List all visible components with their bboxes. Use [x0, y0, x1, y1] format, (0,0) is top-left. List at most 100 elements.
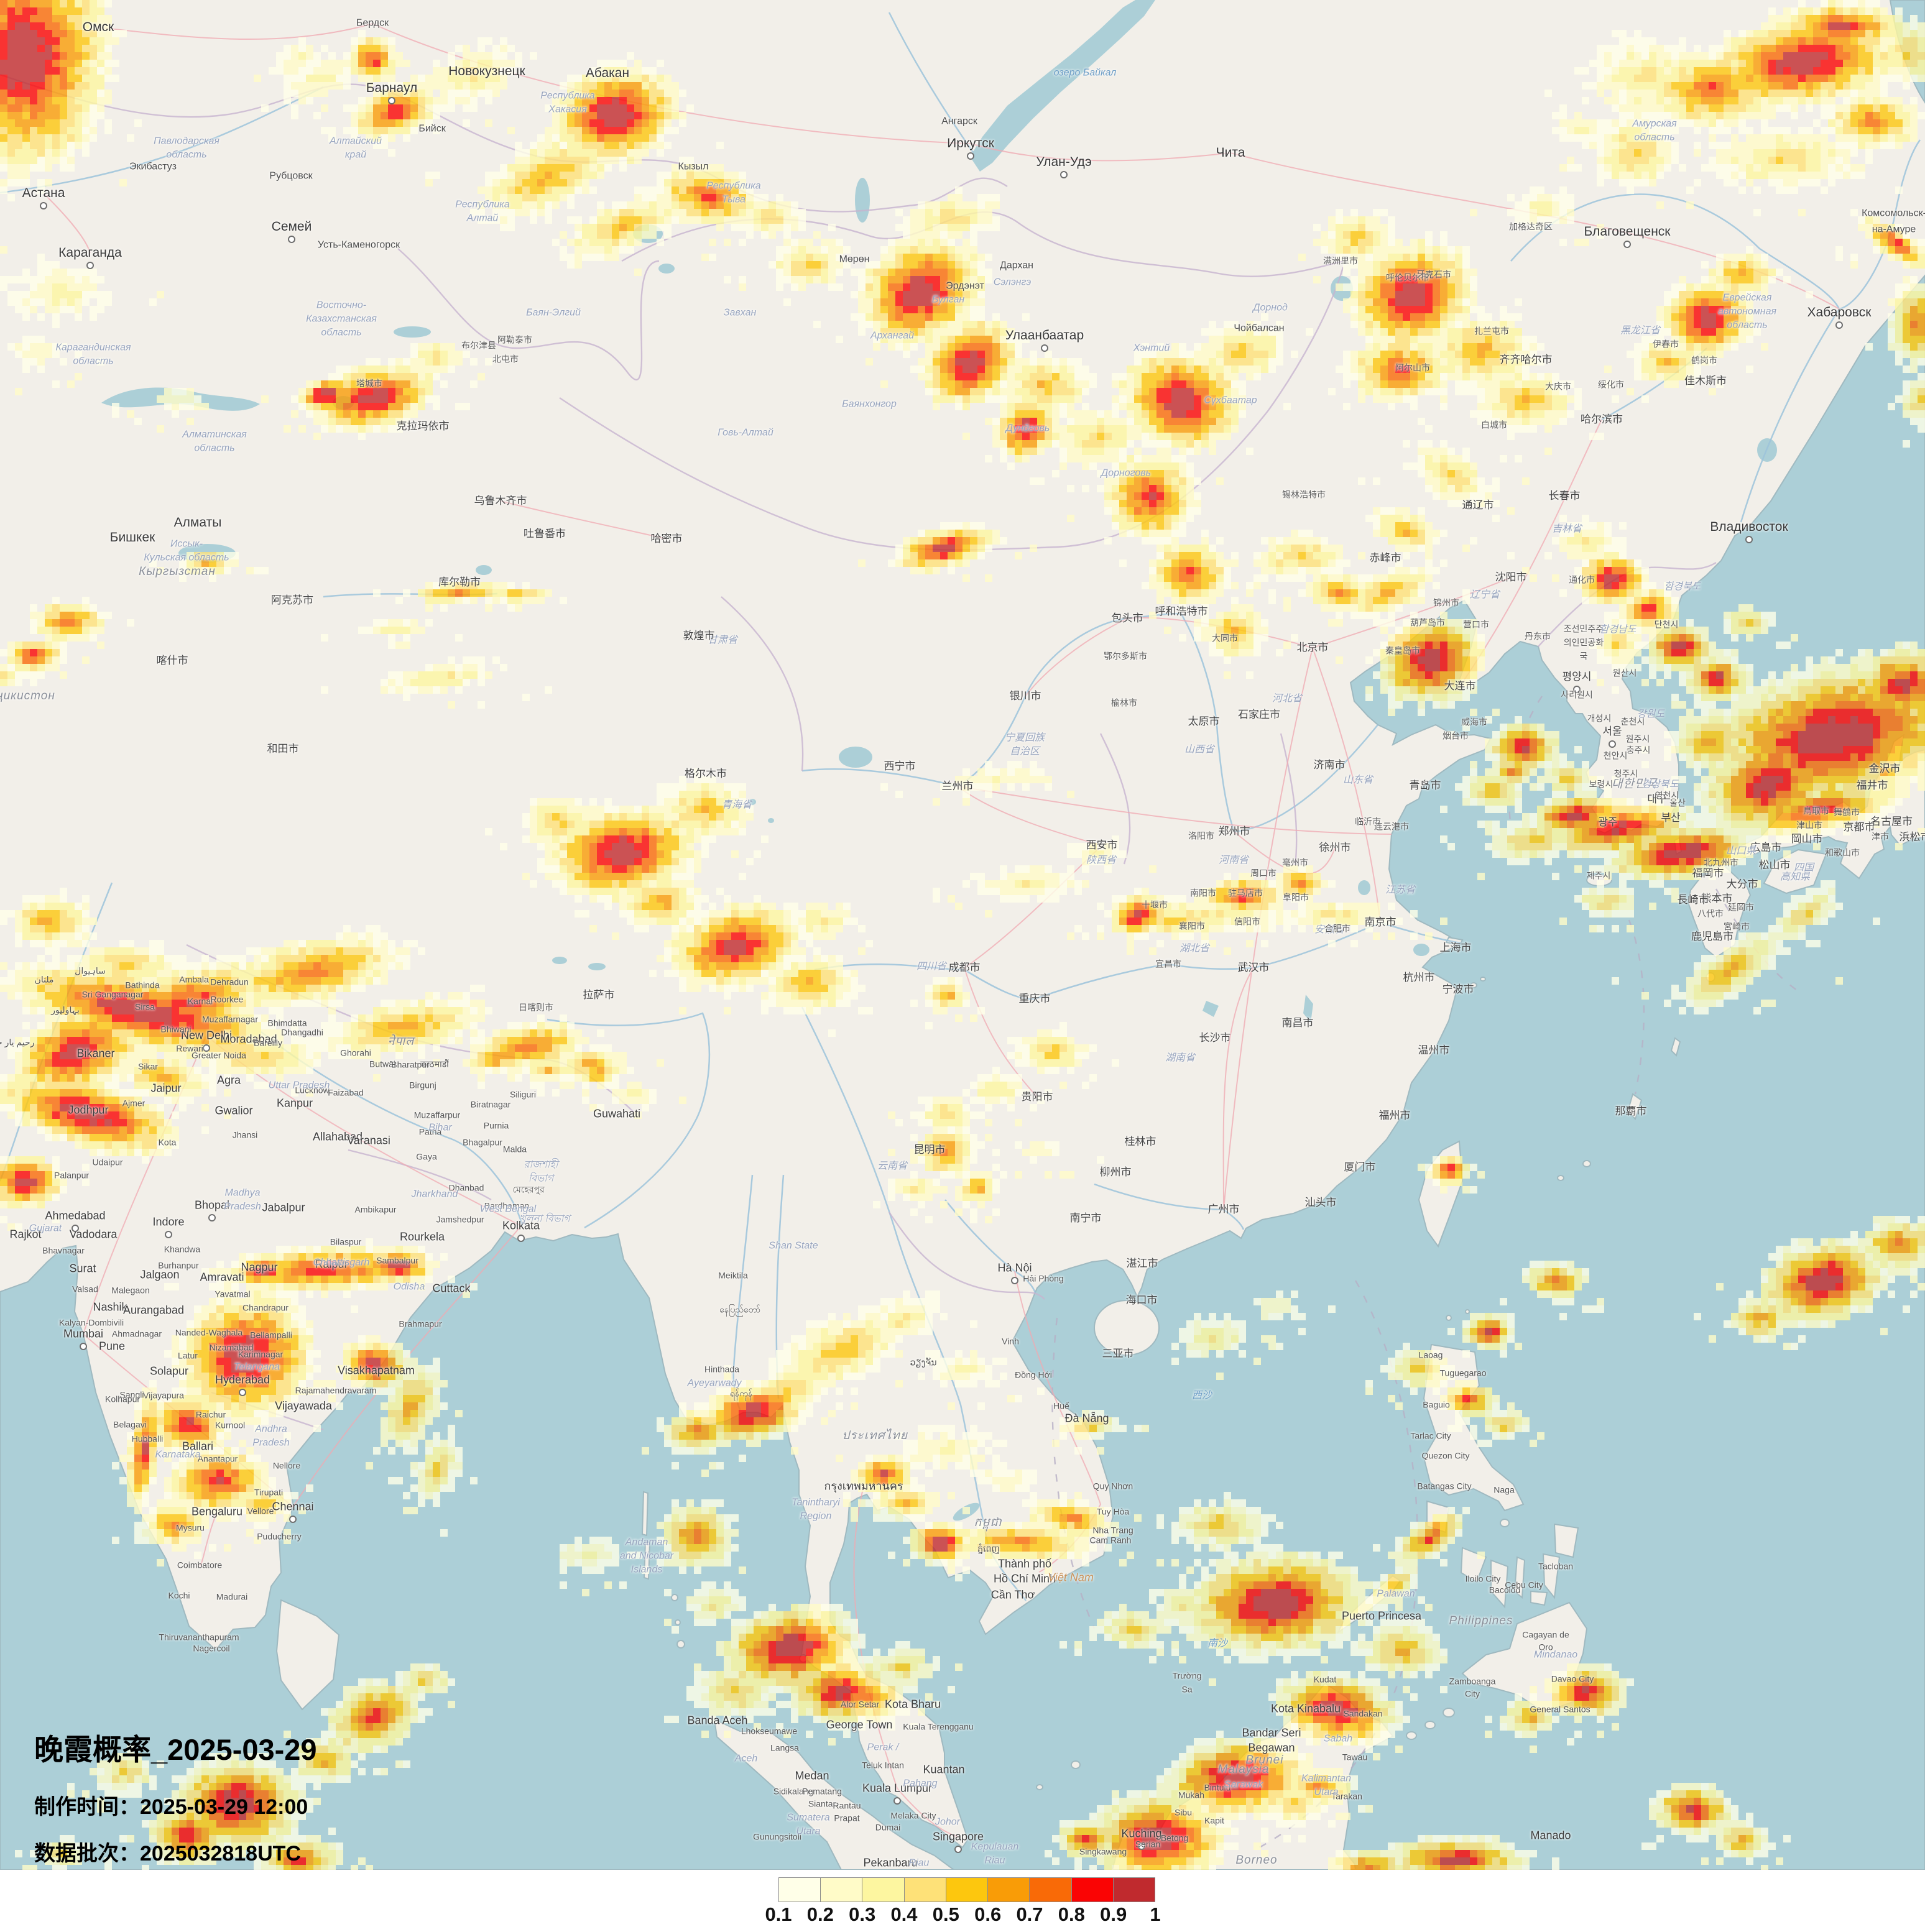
map-label: 熊本市 [1701, 893, 1733, 905]
map-label: 青海省 [721, 799, 752, 811]
map-label: Kuantan [923, 1763, 965, 1776]
map-label: Казахстанская [306, 313, 377, 324]
map-label: Begawan [1248, 1741, 1295, 1754]
map-label: 武汉市 [1237, 962, 1270, 974]
map-label: Jabalpur [262, 1201, 305, 1214]
map-label: Mysuru [176, 1522, 205, 1533]
map-label: Абакан [585, 65, 630, 80]
map-label: 岡山市 [1791, 833, 1823, 845]
map-label: Kochi [168, 1590, 190, 1601]
map-label: 合肥市 [1324, 923, 1350, 934]
map-label: Новокузнецк [448, 63, 525, 78]
map-label: 江苏省 [1385, 885, 1416, 896]
city-marker-dot [288, 236, 295, 243]
map-label: and Nicobar [619, 1550, 674, 1562]
map-label: 吉林省 [1551, 523, 1582, 535]
title-block: 晚霞概率_2025-03-29 制作时间：2025-03-29 12:00 数据… [34, 1726, 317, 1870]
map-label: Moradabad [220, 1033, 277, 1046]
map-label: Kanpur [276, 1097, 313, 1110]
map-label: Bacolod [1489, 1585, 1521, 1595]
city-marker-dot [208, 1214, 216, 1221]
map-label: Agra [216, 1074, 241, 1087]
map-label: 襄阳市 [1179, 921, 1205, 931]
map-label: Laoag [1418, 1350, 1443, 1360]
map-label: 厦门市 [1344, 1161, 1376, 1174]
map-label: 湛江市 [1126, 1258, 1158, 1270]
map-label: 安徽省 [1314, 924, 1345, 936]
map-label: Siliguri [509, 1089, 537, 1100]
map-label: Palanpur [53, 1170, 90, 1180]
map-label: Singkawang [1079, 1846, 1127, 1857]
map-label: Rajkot [9, 1228, 42, 1241]
map-label: 和歌山市 [1825, 847, 1860, 858]
map-label: Ангарск [941, 116, 977, 127]
map-label: Lucknow [295, 1085, 330, 1095]
map-label: Kalyan-Dombivili [58, 1317, 124, 1328]
map-label: Islands [630, 1564, 663, 1575]
map-label: 北京市 [1296, 642, 1329, 654]
map-label: Muzaffarpur [413, 1110, 461, 1120]
legend-values: 0.1 0.2 0.3 0.4 0.5 0.6 0.7 0.8 0.9 1 [0, 1903, 1925, 1928]
map-label: 名古屋市 [1870, 816, 1913, 828]
map-label: Карагандинская [55, 342, 131, 353]
legend-value: 0.3 [849, 1903, 876, 1925]
map-label: 福州市 [1378, 1110, 1411, 1122]
map-label: Sangli [119, 1389, 144, 1400]
map-label: 信阳市 [1234, 916, 1260, 927]
map-label: 布尔津县 [461, 340, 496, 351]
map-label: Jaipur [150, 1082, 182, 1095]
map-label: Roorkee [210, 994, 244, 1005]
map-label: رحیم یار خان [0, 1037, 35, 1047]
map-label: 南阳市 [1190, 888, 1216, 898]
map-label: 서울 [1602, 725, 1622, 738]
legend-swatch [946, 1878, 989, 1902]
map-label: Siantar [808, 1798, 836, 1809]
map-label: Sikar [138, 1061, 158, 1072]
map-label: 阿尔山市 [1395, 362, 1430, 373]
map-label: 원주시 [1625, 734, 1650, 744]
legend-value: 0.4 [890, 1903, 918, 1925]
map-label: Kuala Terengganu [903, 1721, 974, 1732]
map-label: 강원도 [1636, 709, 1665, 720]
map-label: край [344, 149, 367, 160]
map-label: Riau [908, 1857, 930, 1869]
map-label: Bihar [428, 1122, 452, 1133]
map-label: 鹿児島市 [1691, 931, 1733, 943]
map-label: 驻马店市 [1228, 888, 1263, 898]
map-label: Tuguegarao [1439, 1368, 1487, 1378]
map-label: Bhopal [194, 1198, 230, 1212]
map-label: Naga [1493, 1484, 1515, 1495]
legend-swatch [1071, 1878, 1114, 1902]
map-label: 周口市 [1250, 868, 1276, 878]
map-label: 福井市 [1856, 780, 1888, 792]
map-label: Malegaon [111, 1285, 150, 1295]
map-label: Butwāl [369, 1059, 396, 1069]
map-label: 南沙 [1207, 1638, 1228, 1649]
map-label: 绥化市 [1598, 379, 1624, 390]
map-label: Sumatera [787, 1812, 830, 1823]
map-label: Sandakan [1343, 1708, 1383, 1719]
city-marker-dot [165, 1231, 172, 1238]
map-label: ວຽງຈັນ [910, 1357, 937, 1368]
map-label: Сүхбаатар [1204, 395, 1257, 406]
map-label: កម្ពុជា [974, 1516, 1002, 1530]
map-label: 伊春市 [1653, 339, 1679, 349]
map-label: 营口市 [1463, 619, 1489, 630]
map-label: Allahabad [312, 1130, 363, 1143]
map-label: Tacloban [1538, 1561, 1574, 1571]
legend-value: 0.6 [974, 1903, 1002, 1925]
map-label: Еврейская [1722, 292, 1772, 303]
weather-probability-map[interactable]: Омск Новокузнецк Барнаул Бийск Бердск Рубцовс… [0, 0, 1925, 1870]
map-label: Mumbai [63, 1327, 104, 1340]
map-label: Muzaffarnagar [201, 1014, 259, 1024]
map-label: Quy Nhơn [1092, 1481, 1133, 1491]
map-label: Vadodara [69, 1228, 118, 1241]
map-label: Cebu City [1505, 1580, 1543, 1590]
map-label: Patna [418, 1126, 442, 1137]
map-label: 洛阳市 [1188, 830, 1214, 841]
map-label: 秦皇岛市 [1385, 645, 1420, 656]
map-label: 包头市 [1111, 612, 1143, 625]
map-label: 개성시 [1587, 713, 1612, 724]
map-label: Kuching [1121, 1827, 1162, 1840]
map-label: 宁波市 [1442, 983, 1474, 996]
